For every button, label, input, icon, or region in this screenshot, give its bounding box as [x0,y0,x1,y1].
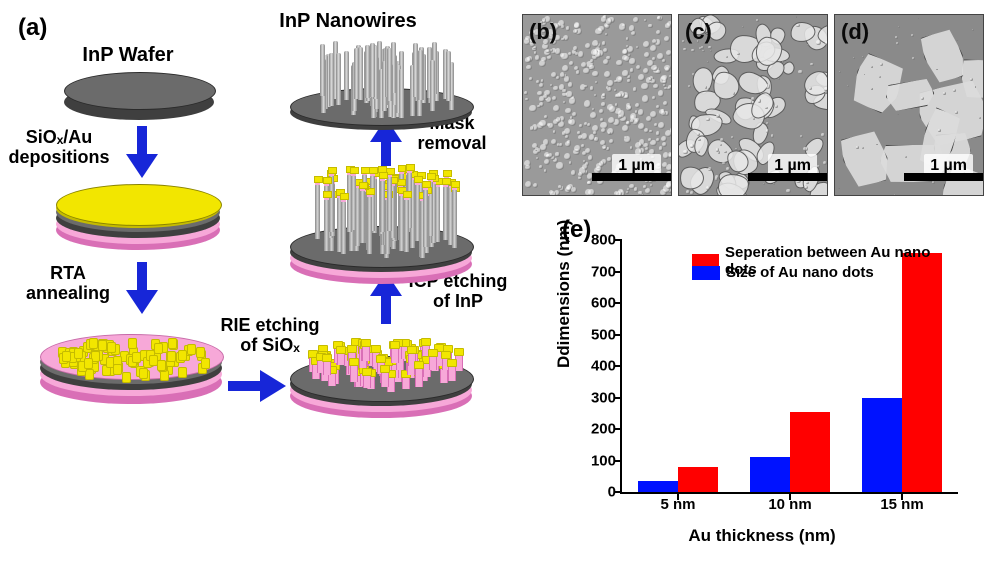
chart-x-tick-label: 10 nm [768,496,811,513]
chart-x-tick-label: 15 nm [880,496,923,513]
arrow-right-icon [226,368,288,404]
panel-a-letter: (a) [18,14,47,42]
panel-c-letter: (c) [685,19,712,45]
sem-image-b: (b) 1 µm [522,14,672,196]
chart-x-axis-label: Au thickness (nm) [552,526,972,546]
schematic-wafer-rie [290,330,472,416]
chart-plot-area: 01002003004005006007008005 nm10 nm15 nmS… [620,240,958,494]
chart-x-tick-label: 5 nm [660,496,695,513]
chart-legend-item: Size of Au nano dots [692,264,874,281]
schematic-wafer-siox-au [56,186,220,250]
arrow-down-icon [124,260,160,316]
label-rta: RTA annealing [18,264,118,304]
scalebar-d: 1 µm [924,154,973,181]
scalebar-b: 1 µm [612,154,661,181]
label-inp-wafer: InP Wafer [48,44,208,66]
chart-e: (e) 01002003004005006007008005 nm10 nm15… [552,222,972,552]
sem-image-c: (c) 1 µm [678,14,828,196]
schematic-wafer-final [290,36,472,128]
figure-root: (a) InP Wafer InP Nanowires SiOₓ/Au depo… [0,0,989,568]
chart-y-tick-label: 300 [591,389,616,406]
chart-y-axis-label: Ddimensions (nm) [554,220,574,368]
chart-bar [678,467,718,492]
label-inp-nanowires: InP Nanowires [248,10,448,32]
chart-y-tick-label: 200 [591,421,616,438]
chart-y-tick-label: 600 [591,295,616,312]
chart-bar [790,412,830,492]
schematic-wafer-icp [290,170,472,280]
legend-label: Size of Au nano dots [726,264,874,281]
schematic-wafer-au-dots [40,324,222,404]
schematic-wafer-bare [64,72,214,120]
chart-y-tick-label: 800 [591,232,616,249]
chart-bar [750,457,790,492]
chart-y-tick-label: 400 [591,358,616,375]
label-siox-au: SiOₓ/Au depositions [6,128,112,168]
chart-y-tick-label: 500 [591,326,616,343]
chart-bar [902,253,942,492]
chart-y-tick-label: 700 [591,263,616,280]
arrow-down-icon [124,124,160,180]
scalebar-c: 1 µm [768,154,817,181]
chart-y-tick-label: 0 [608,484,616,501]
chart-bar [862,398,902,493]
chart-bar [638,481,678,492]
panel-b-letter: (b) [529,19,557,45]
panel-d-letter: (d) [841,19,869,45]
chart-y-tick-label: 100 [591,452,616,469]
sem-image-d: (d) 1 µm [834,14,984,196]
